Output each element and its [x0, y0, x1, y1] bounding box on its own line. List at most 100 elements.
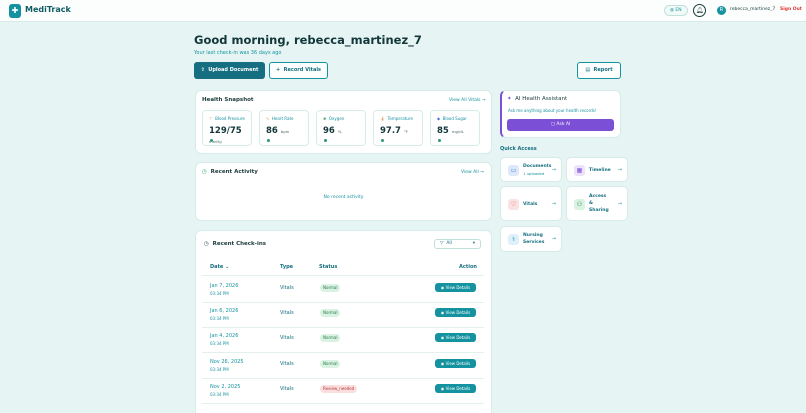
view-details-button[interactable]: ◉ View Details: [435, 383, 476, 393]
ai-assistant-label: AI Health Assistant: [515, 96, 568, 102]
vital-card[interactable]: 🌡︎ Temperature 97.7 °F: [373, 110, 423, 146]
vital-label-text: Blood Pressure: [215, 116, 245, 121]
row-time: 03:34 PM: [210, 291, 229, 296]
vital-label: 🌡︎ Temperature: [380, 116, 413, 121]
avatar[interactable]: R: [717, 6, 726, 15]
stethoscope-icon: ⚕: [508, 234, 519, 245]
vitals-label: Vitals: [523, 202, 538, 207]
column-date-label: Date: [210, 264, 224, 270]
view-details-button[interactable]: ◉ View Details: [435, 283, 476, 292]
arrow-right-icon: →: [551, 167, 556, 173]
status-badge: Normal: [320, 359, 341, 368]
quick-access-timeline[interactable]: ▦ Timeline →: [566, 157, 628, 182]
vital-unit: %: [337, 129, 342, 134]
row-time: 03:34 PM: [210, 366, 229, 372]
ai-prompt-text: Ask me anything about your health record…: [508, 108, 597, 113]
language-button[interactable]: ◍ EN: [664, 5, 688, 16]
status-filter-select[interactable]: ▽ All ▾: [434, 239, 481, 249]
quick-access-nursing[interactable]: ⚕ Nursing Services →: [500, 226, 562, 252]
language-label: EN: [675, 8, 682, 13]
view-details-button[interactable]: ◉ View Details: [435, 358, 476, 368]
filter-icon: ▽: [440, 241, 444, 246]
vital-label-text: Temperature: [387, 116, 413, 121]
vital-label-text: Blood Sugar: [442, 116, 467, 121]
status-badge: Normal: [320, 284, 341, 292]
vital-label-text: Heart Rate: [271, 116, 294, 121]
top-bar: ✚ MediTrack ◍ EN 🔔︎ R rebecca_martinez_7…: [0, 0, 806, 22]
table-row: Jan 4, 2026 03:34 PM Vitals Normal ◉ View De…: [202, 328, 484, 354]
users-icon: ⚇: [574, 199, 585, 210]
vital-value: 129/75 mmHg: [209, 126, 251, 146]
pulse-icon: ∿: [266, 116, 270, 121]
vital-card[interactable]: ◆ Blood Sugar 85 mg/dL: [430, 110, 480, 146]
status-badge: Normal: [320, 334, 341, 343]
brand-name[interactable]: MediTrack: [25, 5, 71, 14]
nursing-line-2: Services: [523, 240, 545, 245]
view-all-label: View All: [461, 170, 479, 175]
row-date: Nov 26, 2025: [210, 358, 244, 365]
row-type: Vitals: [280, 285, 294, 291]
arrow-right-icon: →: [551, 236, 556, 242]
table-row: Jan 6, 2026 03:34 PM Vitals Normal ◉ View De…: [202, 303, 484, 329]
status-dot: [267, 139, 270, 142]
row-type: Vitals: [280, 360, 294, 367]
nursing-line-1: Nursing: [523, 233, 543, 238]
status-badge: Review_needed: [320, 384, 358, 393]
access-line-2: &: [589, 201, 593, 206]
username[interactable]: rebecca_martinez_7: [730, 7, 776, 12]
quick-access-sharing[interactable]: ⚇ Access & Sharing →: [566, 186, 628, 221]
timeline-label: Timeline: [589, 168, 611, 173]
quick-access-title: Quick Access: [500, 146, 537, 152]
column-action: Action: [459, 264, 477, 270]
upload-icon: ⇧: [200, 67, 205, 73]
quick-access-vitals[interactable]: ♡ Vitals →: [500, 186, 562, 221]
view-details-label: View Details: [445, 360, 471, 366]
filter-value: All: [446, 241, 452, 246]
vital-value-text: 85: [437, 126, 449, 136]
vital-card[interactable]: ∿ Heart Rate 86 bpm: [259, 110, 309, 146]
sign-out-button[interactable]: Sign Out: [780, 7, 802, 12]
arrow-right-icon: →: [551, 201, 556, 207]
access-sharing-label: Access & Sharing: [589, 193, 609, 214]
view-details-button[interactable]: ◉ View Details: [435, 333, 476, 343]
recent-checkins-label: Recent Check-ins: [212, 241, 267, 247]
access-line-3: Sharing: [589, 208, 609, 213]
ask-ai-button[interactable]: ▢ Ask AI: [507, 119, 614, 131]
view-details-label: View Details: [445, 385, 471, 391]
eye-icon: ◉: [440, 385, 445, 391]
column-date[interactable]: Date ⌄: [210, 264, 229, 270]
report-button[interactable]: ▤ Report: [577, 62, 621, 79]
globe-icon: ◍: [670, 8, 674, 13]
view-all-vitals-link[interactable]: View All Vitals →: [449, 98, 486, 103]
sort-arrow-icon: ⌄: [225, 264, 230, 270]
vital-value-text: 86: [266, 126, 278, 136]
view-details-label: View Details: [445, 335, 471, 341]
quick-access-documents[interactable]: ▭ Documents 1 uploaded →: [500, 157, 562, 182]
logo-icon[interactable]: ✚: [9, 4, 21, 18]
view-details-label: View Details: [445, 285, 471, 290]
page-title: Good morning, rebecca_martinez_7: [194, 33, 422, 47]
recent-checkins-card: [195, 230, 492, 413]
heart-icon: ♡: [508, 199, 519, 210]
row-time: 03:34 PM: [210, 391, 229, 397]
vital-unit: °F: [403, 129, 409, 134]
upload-document-button[interactable]: ⇧ Upload Document: [194, 62, 265, 79]
chat-icon: ▢: [550, 122, 555, 127]
vital-card[interactable]: ♡ Blood Pressure 129/75 mmHg: [202, 110, 252, 146]
view-all-activity-link[interactable]: View All →: [461, 170, 484, 175]
row-type: Vitals: [280, 335, 294, 342]
vital-value-text: 97.7: [380, 126, 401, 136]
heart-icon: ♡: [209, 116, 213, 121]
table-row: Nov 26, 2025 03:34 PM Vitals Normal ◉ View D…: [202, 354, 484, 379]
notification-bell-icon[interactable]: 🔔︎: [693, 4, 706, 17]
status-dot: [381, 139, 384, 142]
recent-activity-card: [195, 162, 492, 221]
row-date: Jan 6, 2026: [210, 308, 239, 315]
thermometer-icon: 🌡︎: [380, 116, 386, 121]
record-vitals-button[interactable]: + Record Vitals: [269, 62, 328, 79]
status-dot: [438, 139, 441, 142]
access-line-1: Access: [589, 194, 607, 199]
view-details-button[interactable]: ◉ View Details: [435, 308, 476, 318]
vital-card[interactable]: ❀ Oxygen 96 %: [316, 110, 366, 146]
status-badge: Normal: [320, 309, 341, 318]
